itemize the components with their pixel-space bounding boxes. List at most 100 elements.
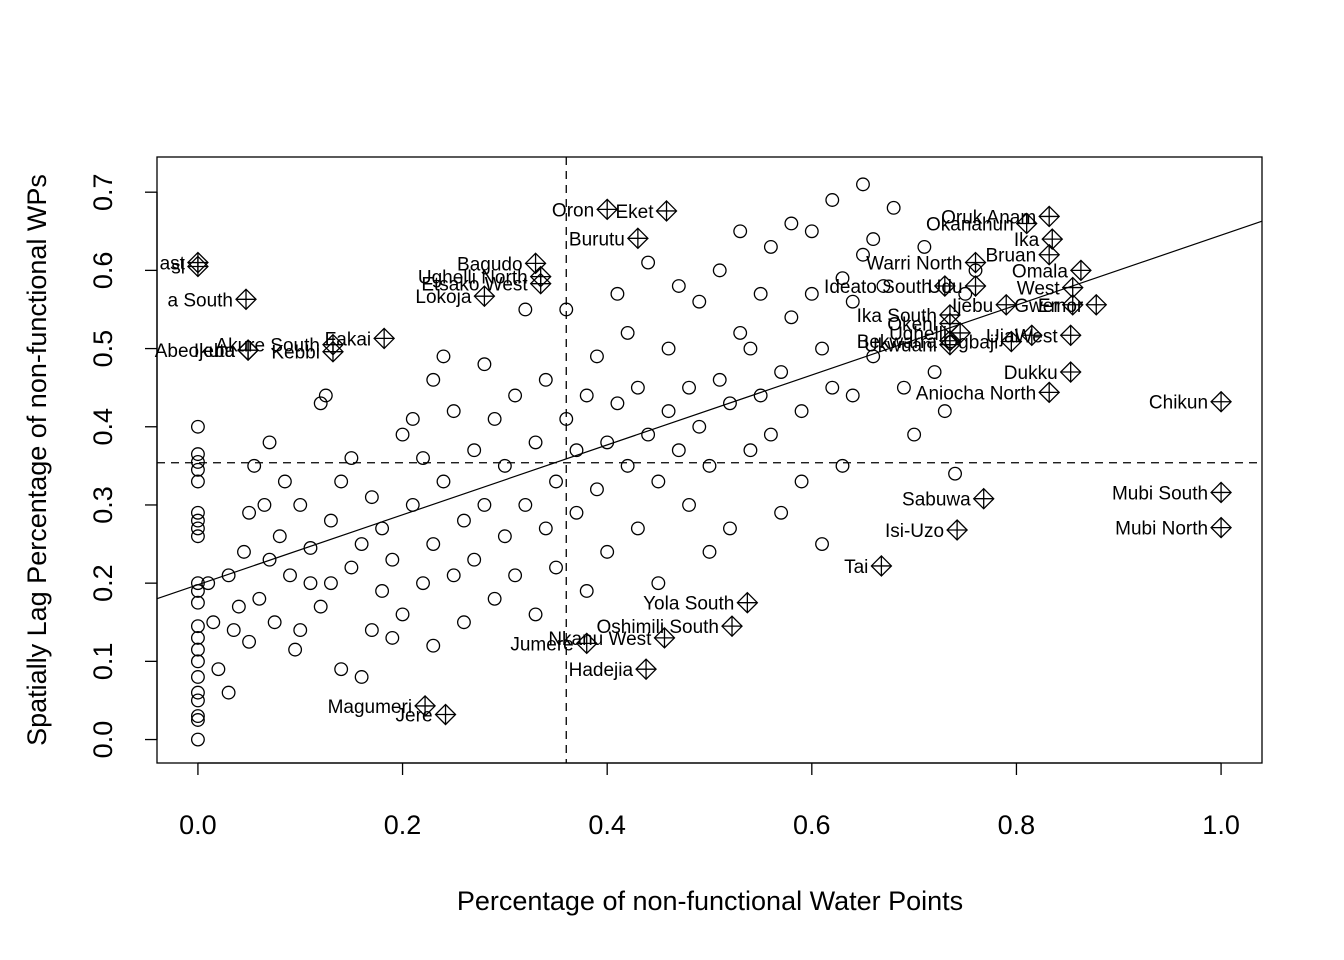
data-point	[620, 325, 635, 340]
data-point	[804, 224, 819, 239]
data-point	[630, 521, 645, 536]
data-point	[190, 693, 205, 708]
data-point	[702, 458, 717, 473]
data-point	[303, 576, 318, 591]
influential-label: Sabuwa	[902, 490, 971, 511]
influential-point: Abeokuta	[155, 339, 259, 362]
data-point	[896, 380, 911, 395]
data-point	[252, 591, 267, 606]
influential-point: sl	[171, 255, 209, 278]
y-axis: 0.0 0.1 0.2 0.3 0.4 0.5 0.6 0.7	[88, 173, 158, 758]
data-point	[610, 396, 625, 411]
data-point	[257, 498, 272, 512]
influential-point: Udu	[928, 275, 987, 298]
data-point	[815, 537, 829, 552]
data-point	[784, 216, 799, 231]
data-point	[303, 541, 318, 555]
data-point	[569, 505, 584, 520]
influential-point: Aniocha North	[916, 381, 1061, 404]
data-point	[190, 654, 205, 669]
data-point	[528, 435, 543, 450]
influential-label: Gwer	[1014, 296, 1060, 317]
data-point	[497, 529, 512, 544]
influential-label: Lokoja	[415, 287, 471, 308]
data-point	[876, 279, 891, 293]
influential-point: Isi-Uzo	[885, 519, 969, 542]
data-point	[794, 404, 809, 419]
data-point	[231, 599, 246, 614]
data-point	[354, 537, 369, 552]
influential-point: a South	[168, 288, 257, 311]
data-point	[293, 498, 308, 512]
influential-label: Abeokuta	[155, 341, 236, 362]
data-point	[774, 365, 789, 379]
data-point	[206, 615, 221, 630]
data-point	[190, 505, 205, 520]
data-point	[477, 498, 492, 512]
data-point	[364, 490, 379, 505]
data-point	[318, 388, 333, 403]
data-point	[242, 634, 257, 649]
influential-label: Kebbi	[271, 343, 320, 364]
data-point	[385, 630, 400, 645]
data-point	[835, 458, 850, 473]
data-point	[538, 521, 553, 536]
y-tick-label: 0.2	[88, 564, 118, 602]
data-point	[763, 427, 778, 442]
data-point	[600, 544, 615, 559]
data-point	[344, 560, 359, 575]
influential-label: Warri North	[866, 254, 962, 275]
data-point	[784, 310, 799, 325]
data-point	[344, 451, 359, 465]
data-point	[190, 521, 205, 536]
influential-label: Nkanu West	[548, 629, 652, 650]
data-point	[917, 239, 932, 254]
influential-label: Ughelli North	[418, 268, 528, 289]
x-tick-label: 0.8	[998, 810, 1036, 840]
data-point	[682, 498, 696, 512]
data-point	[426, 638, 441, 653]
influential-point: Tai	[844, 555, 893, 578]
data-point	[497, 458, 512, 473]
influential-point: Warri North	[866, 251, 987, 275]
influential-label: Ijebu	[194, 341, 235, 362]
influential-label: Emor	[1038, 296, 1084, 317]
data-point	[190, 474, 205, 489]
x-tick-label: 0.4	[588, 810, 626, 840]
data-point	[467, 443, 482, 458]
influential-point: Yola South	[643, 591, 759, 615]
data-point	[221, 685, 236, 700]
data-point	[247, 458, 262, 473]
influential-point: Jere	[396, 703, 457, 727]
data-point	[405, 411, 420, 426]
data-point	[712, 372, 727, 387]
data-point	[283, 568, 297, 583]
data-point	[948, 466, 963, 481]
data-point	[794, 474, 809, 489]
data-point	[549, 474, 563, 489]
data-point	[190, 462, 205, 477]
data-point	[590, 482, 604, 497]
data-point	[508, 568, 523, 583]
data-point	[385, 552, 400, 567]
data-point	[190, 584, 205, 598]
x-tick-label: 0.6	[793, 810, 831, 840]
influential-label: Okehi	[887, 315, 937, 336]
influential-label: Mubi North	[1115, 519, 1208, 540]
data-point	[661, 341, 676, 356]
influential-point: Jumere	[510, 632, 598, 655]
data-point	[600, 435, 615, 450]
influential-label: Burutu	[569, 229, 625, 250]
regression-line	[156, 220, 1263, 600]
influential-point: Eket	[615, 200, 678, 223]
influential-point: Oron	[552, 198, 619, 221]
data-point	[190, 642, 205, 657]
data-point	[927, 365, 942, 379]
data-point	[446, 404, 461, 419]
data-point	[190, 713, 205, 727]
data-point	[395, 427, 410, 442]
data-point	[293, 623, 308, 638]
y-tick-label: 0.1	[88, 643, 118, 681]
data-point	[610, 286, 625, 301]
data-point	[815, 341, 829, 356]
